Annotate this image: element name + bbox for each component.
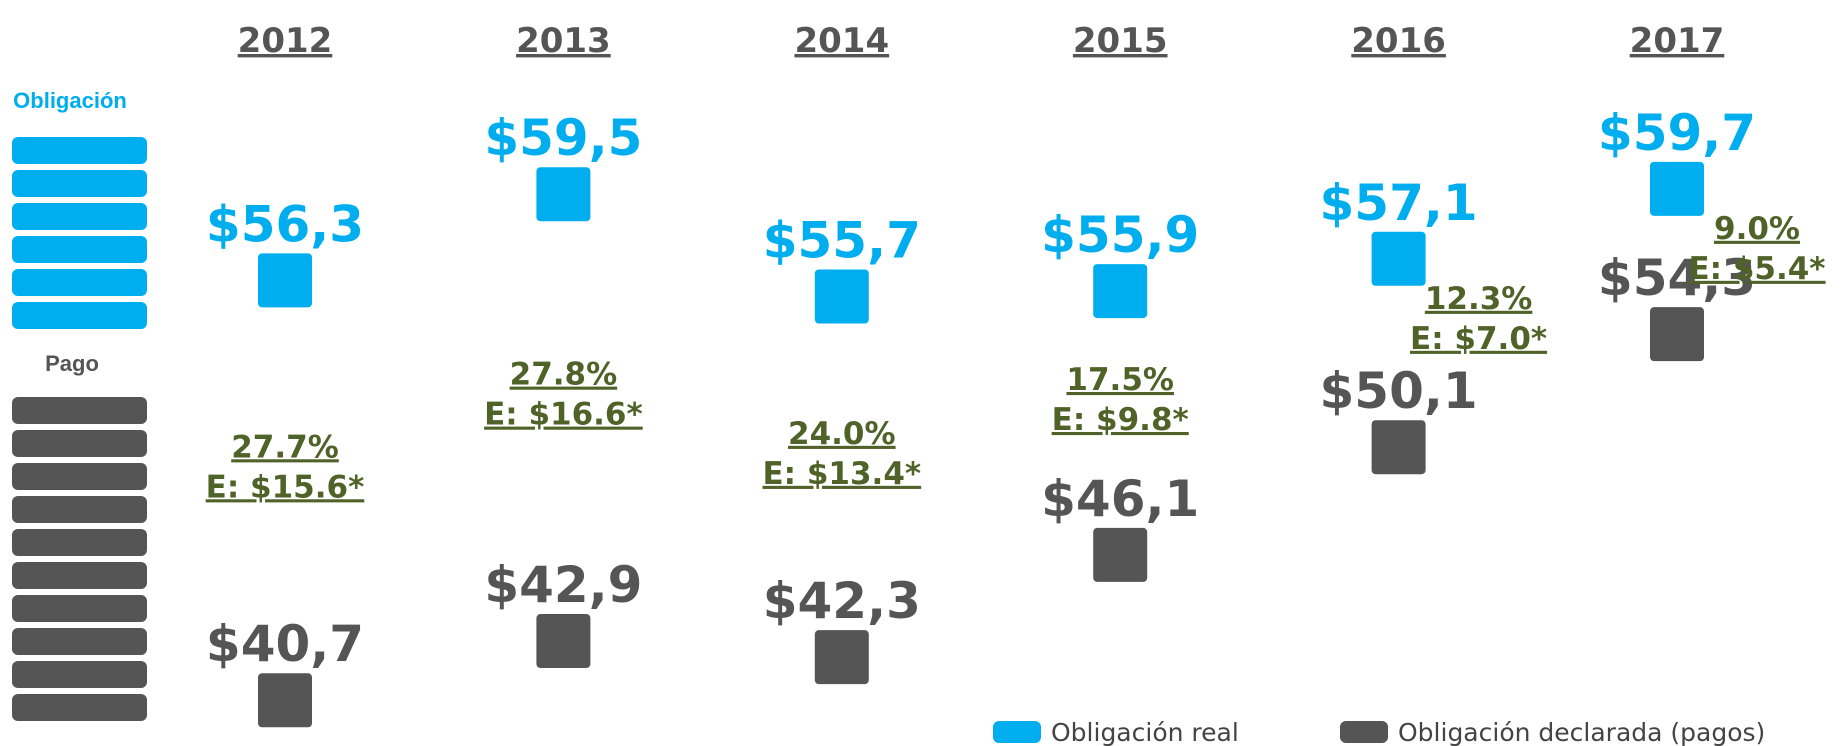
dot-square: [536, 614, 591, 669]
gap-estimate: E: $15.6*: [206, 469, 365, 505]
side-bar: [12, 397, 147, 424]
value-label: $55,9: [1041, 206, 1199, 264]
side-legend-bars: [12, 137, 147, 721]
year-label: 2017: [1630, 21, 1725, 61]
legend-swatch: [993, 721, 1041, 743]
gap-percent: 27.7%: [231, 429, 339, 465]
side-bar: [12, 302, 147, 329]
side-bar: [12, 269, 147, 296]
dot-square: [1371, 231, 1426, 286]
side-bar: [12, 562, 147, 589]
value-label: $56,3: [206, 195, 364, 253]
value-label: $40,7: [206, 615, 364, 673]
year-label: 2012: [238, 21, 333, 61]
gap-estimate: E: $5.4*: [1688, 251, 1825, 287]
dot-square: [814, 630, 869, 685]
side-bar: [12, 463, 147, 490]
dot-square: [814, 269, 869, 324]
value-label: $54,3: [1598, 249, 1756, 307]
gap-estimate: E: $9.8*: [1052, 402, 1189, 438]
gap-percent: 24.0%: [788, 416, 896, 452]
year-label: 2013: [516, 21, 611, 61]
dot-square: [1650, 307, 1704, 362]
value-label: $57,1: [1320, 174, 1478, 232]
side-bar: [12, 170, 147, 197]
value-label: $42,3: [763, 572, 921, 630]
year-label: 2014: [794, 21, 889, 61]
side-bar: [12, 661, 147, 688]
value-label: $50,1: [1320, 362, 1478, 420]
legend-swatch: [1340, 721, 1388, 743]
gap-percent: 27.8%: [510, 357, 618, 393]
gap-estimate: E: $16.6*: [484, 397, 643, 433]
dot-square: [1650, 161, 1704, 216]
dot-square: [536, 167, 591, 222]
value-label: $59,7: [1598, 104, 1756, 162]
legend-label: Obligación declarada (pagos): [1398, 718, 1765, 746]
side-bar: [12, 430, 147, 457]
dot-square: [1371, 420, 1426, 475]
side-bar: [12, 529, 147, 556]
value-label: $55,7: [763, 211, 921, 269]
gap-percent: 9.0%: [1714, 211, 1800, 247]
dot-square: [1093, 264, 1148, 319]
side-bar: [12, 595, 147, 622]
dot-square: [258, 673, 312, 728]
side-bar: [12, 628, 147, 655]
side-bar: [12, 203, 147, 230]
dot-square: [258, 253, 312, 308]
side-bar: [12, 236, 147, 263]
side-legend-bottom: Pago: [45, 351, 99, 376]
value-label: $46,1: [1041, 470, 1199, 528]
side-bar: [12, 496, 147, 523]
value-label: $42,9: [484, 556, 642, 614]
gap-estimate: E: $13.4*: [762, 456, 921, 492]
gap-estimate: E: $7.0*: [1410, 321, 1547, 357]
legend-label: Obligación real: [1051, 718, 1239, 746]
gap-percent: 17.5%: [1066, 362, 1174, 398]
gap-percent: 12.3%: [1425, 281, 1533, 317]
side-bar: [12, 694, 147, 721]
value-label: $59,5: [484, 109, 642, 167]
side-legend-top: Obligación: [13, 88, 127, 113]
year-label: 2015: [1073, 21, 1168, 61]
year-label: 2016: [1351, 21, 1446, 61]
dot-square: [1093, 527, 1148, 582]
side-bar: [12, 137, 147, 164]
